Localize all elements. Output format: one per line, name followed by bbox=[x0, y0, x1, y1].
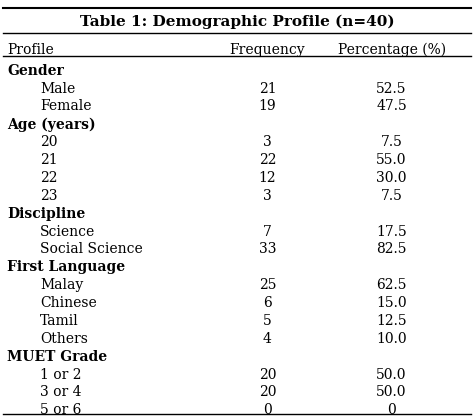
Text: 52.5: 52.5 bbox=[376, 82, 407, 95]
Text: 4: 4 bbox=[263, 332, 272, 346]
Text: 5: 5 bbox=[263, 314, 272, 328]
Text: Science: Science bbox=[40, 225, 95, 239]
Text: Social Science: Social Science bbox=[40, 242, 143, 256]
Text: 19: 19 bbox=[259, 99, 276, 113]
Text: Malay: Malay bbox=[40, 278, 83, 292]
Text: 12: 12 bbox=[259, 171, 276, 185]
Text: Others: Others bbox=[40, 332, 88, 346]
Text: 15.0: 15.0 bbox=[376, 296, 407, 310]
Text: 0: 0 bbox=[387, 403, 396, 417]
Text: 7: 7 bbox=[263, 225, 272, 239]
Text: 17.5: 17.5 bbox=[376, 225, 407, 239]
Text: 23: 23 bbox=[40, 189, 58, 203]
Text: 33: 33 bbox=[259, 242, 276, 256]
Text: 21: 21 bbox=[259, 82, 276, 95]
Text: 50.0: 50.0 bbox=[376, 368, 407, 382]
Text: 3: 3 bbox=[263, 189, 272, 203]
Text: 47.5: 47.5 bbox=[376, 99, 407, 113]
Text: Profile: Profile bbox=[8, 43, 54, 57]
Text: 0: 0 bbox=[263, 403, 272, 417]
Text: Frequency: Frequency bbox=[229, 43, 305, 57]
Text: 20: 20 bbox=[259, 385, 276, 399]
Text: Chinese: Chinese bbox=[40, 296, 97, 310]
Text: 82.5: 82.5 bbox=[376, 242, 407, 256]
Text: MUET Grade: MUET Grade bbox=[8, 350, 108, 364]
Text: 50.0: 50.0 bbox=[376, 385, 407, 399]
Text: Tamil: Tamil bbox=[40, 314, 79, 328]
Text: 3: 3 bbox=[263, 135, 272, 149]
Text: Discipline: Discipline bbox=[8, 207, 86, 221]
Text: Table 1: Demographic Profile (n=40): Table 1: Demographic Profile (n=40) bbox=[80, 14, 394, 29]
Text: 7.5: 7.5 bbox=[381, 189, 402, 203]
Text: 6: 6 bbox=[263, 296, 272, 310]
Text: 12.5: 12.5 bbox=[376, 314, 407, 328]
Text: 5 or 6: 5 or 6 bbox=[40, 403, 82, 417]
Text: 1 or 2: 1 or 2 bbox=[40, 368, 82, 382]
Text: Gender: Gender bbox=[8, 64, 64, 78]
Text: Female: Female bbox=[40, 99, 92, 113]
Text: First Language: First Language bbox=[8, 260, 126, 274]
Text: 20: 20 bbox=[40, 135, 58, 149]
Text: 30.0: 30.0 bbox=[376, 171, 407, 185]
Text: 21: 21 bbox=[40, 153, 58, 167]
Text: 7.5: 7.5 bbox=[381, 135, 402, 149]
Text: 20: 20 bbox=[259, 368, 276, 382]
Text: 62.5: 62.5 bbox=[376, 278, 407, 292]
Text: 55.0: 55.0 bbox=[376, 153, 407, 167]
Text: Age (years): Age (years) bbox=[8, 117, 96, 132]
Text: 3 or 4: 3 or 4 bbox=[40, 385, 82, 399]
Text: Percentage (%): Percentage (%) bbox=[337, 43, 446, 57]
Text: 22: 22 bbox=[40, 171, 58, 185]
Text: Male: Male bbox=[40, 82, 75, 95]
Text: 25: 25 bbox=[259, 278, 276, 292]
Text: 22: 22 bbox=[259, 153, 276, 167]
Text: 10.0: 10.0 bbox=[376, 332, 407, 346]
